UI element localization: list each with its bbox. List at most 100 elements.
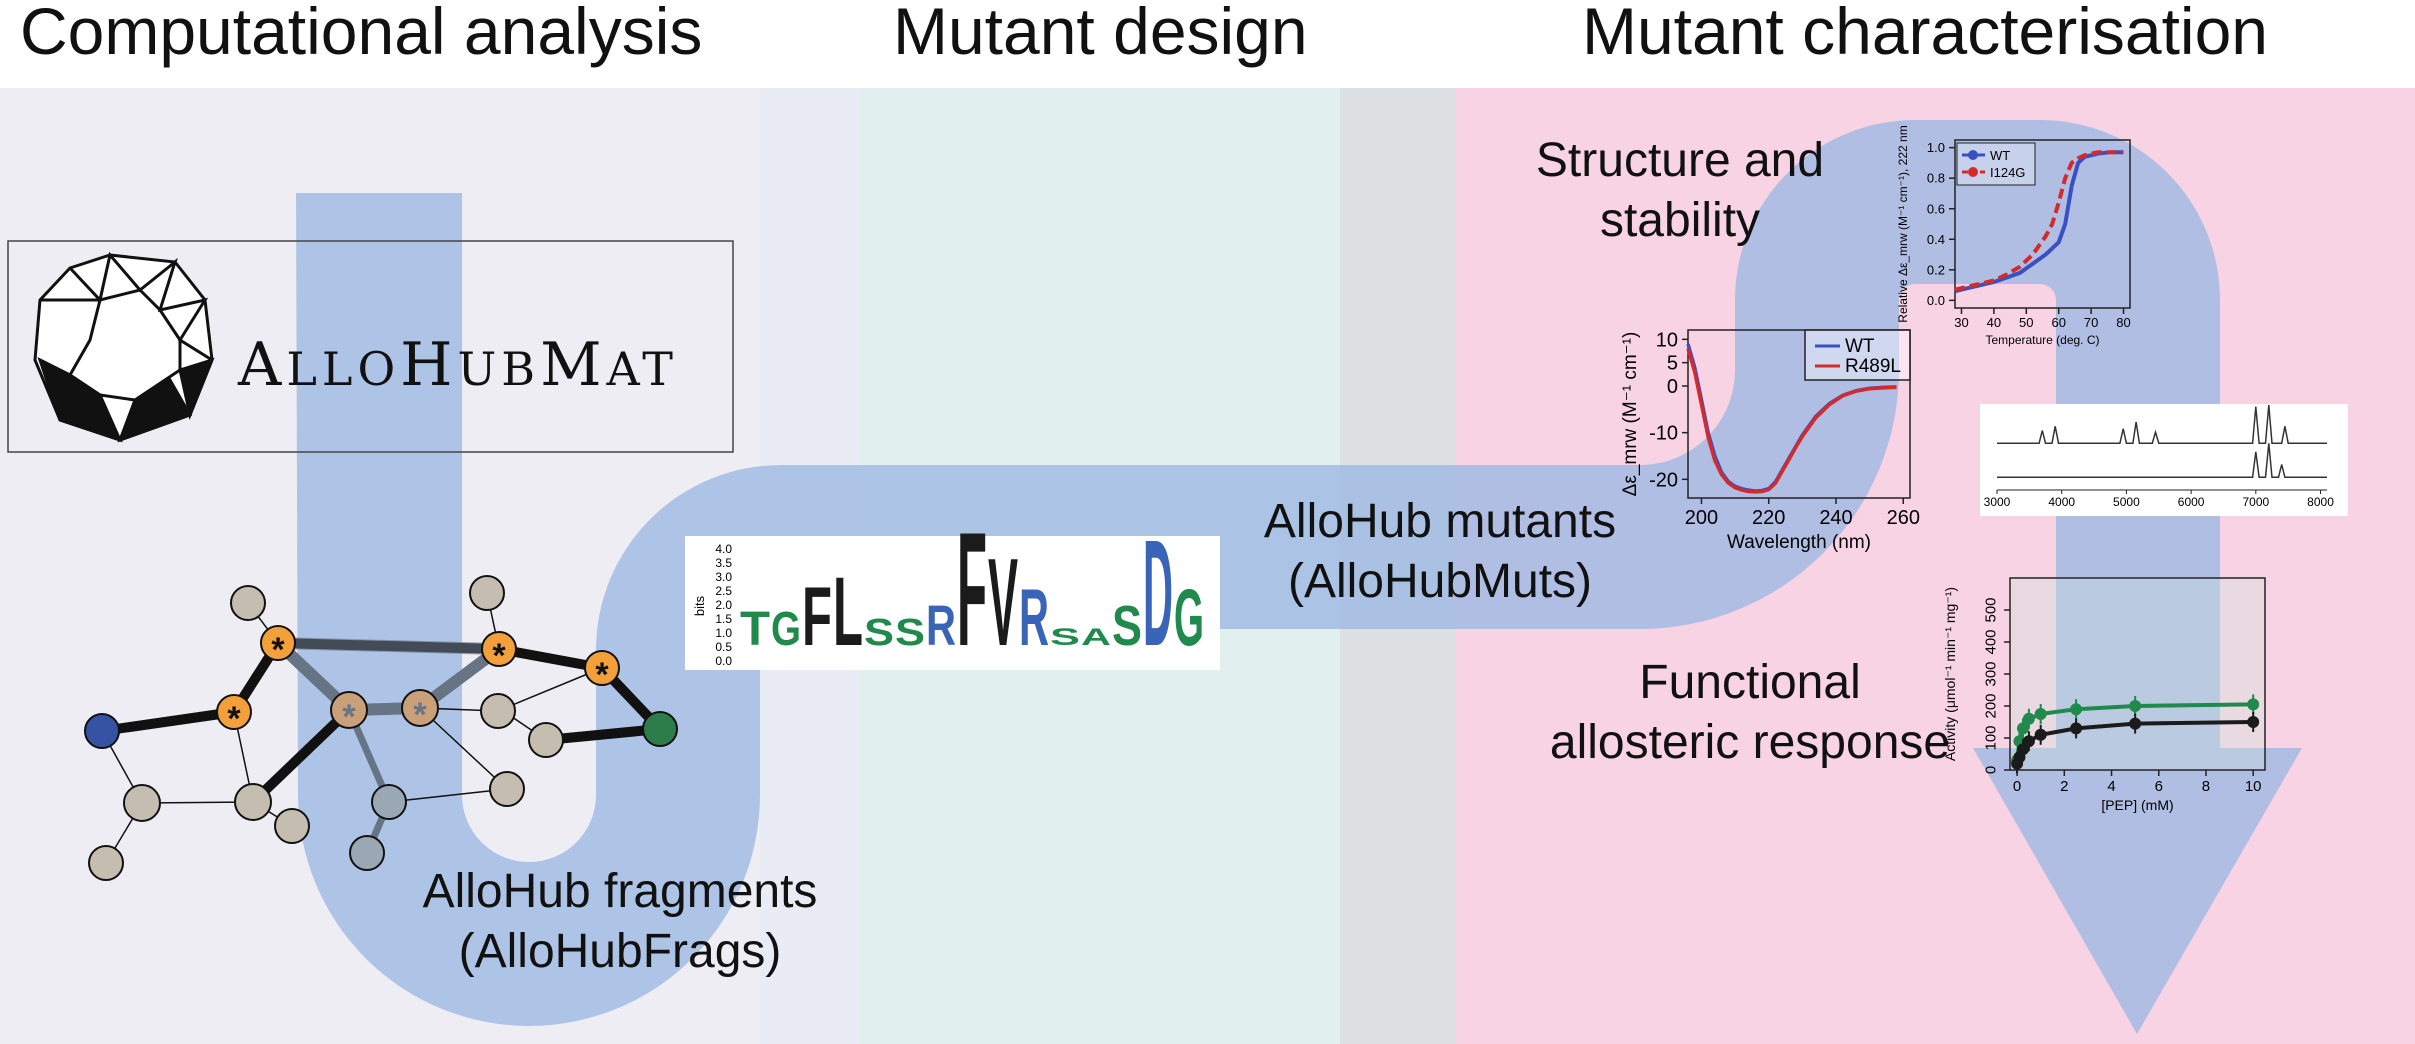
x-tick-label: 4 — [2107, 778, 2115, 795]
y-tick-label: 0.8 — [1927, 171, 1945, 186]
label-structure-stability: Structure and stability — [1525, 131, 1835, 251]
svg-text:*: * — [227, 700, 241, 738]
x-tick-label: 70 — [2084, 315, 2098, 330]
x-tick-label: 0 — [2013, 778, 2021, 795]
x-tick-label: 4000 — [2048, 495, 2075, 509]
y-tick-label: 100 — [1983, 725, 2000, 750]
nmr-trace — [1997, 443, 2327, 479]
data-point — [2022, 712, 2035, 725]
y-tick-label: 5 — [1667, 353, 1678, 375]
logo-ytick: 0.0 — [715, 654, 732, 668]
header-mutant-design: Mutant design — [893, 0, 1308, 68]
x-tick-label: 260 — [1887, 507, 1920, 529]
label-allohub-mutants: AlloHub mutants (AlloHubMuts) — [1245, 492, 1635, 612]
y-tick-label: 0.6 — [1927, 201, 1945, 216]
logo-letter: D — [1143, 509, 1173, 678]
logo-letter: S — [1112, 595, 1142, 658]
logo-letter: G — [1174, 573, 1204, 663]
logo-letter: R — [926, 595, 956, 658]
legend-box — [1804, 329, 1911, 381]
logo-ytick: 3.0 — [715, 570, 732, 584]
legend-box — [1956, 142, 2036, 186]
y-tick-label: 400 — [1983, 629, 2000, 654]
legend-label: R489L — [1845, 356, 1901, 377]
y-axis-label: Activity (μmol⁻¹ min⁻¹ mg⁻¹) — [1942, 587, 1958, 761]
data-point — [2034, 728, 2047, 741]
y-tick-label: 200 — [1983, 693, 2000, 718]
logo-letter: T — [740, 602, 770, 656]
logo-box — [7, 240, 734, 453]
nmr-spectrum-chart: 3000 4000 5000 6000 7000 8000 — [1980, 404, 2348, 516]
legend-marker — [1968, 150, 1978, 160]
series-line-r489l — [1686, 348, 1897, 494]
y-tick-label: 1.0 — [1927, 140, 1945, 155]
x-tick-label: 200 — [1685, 507, 1718, 529]
data-point — [2129, 700, 2142, 712]
x-tick-label: 7000 — [2242, 495, 2269, 509]
y-tick-label: -10 — [1649, 423, 1678, 445]
series-line-i124g — [1954, 150, 2124, 292]
data-point — [2247, 698, 2260, 711]
x-tick-label: 8 — [2202, 778, 2210, 795]
data-point — [2016, 722, 2029, 735]
data-point — [2034, 708, 2047, 720]
label-muts-line1: AlloHub mutants — [1263, 495, 1617, 548]
melt-legend: WT I124G — [1956, 142, 2036, 186]
y-tick-label: 0.4 — [1927, 232, 1945, 247]
label-structure-line1: Structure and — [1535, 134, 1825, 187]
x-tick-label: 6 — [2155, 778, 2163, 795]
label-functional-line1: Functional — [1639, 656, 1861, 709]
x-tick-label: 50 — [2019, 315, 2033, 330]
legend-label: WT — [1990, 148, 2010, 163]
logo-letter: L — [833, 557, 863, 666]
logo-ytick: 0.5 — [715, 640, 732, 654]
x-tick-label: 30 — [1954, 315, 1968, 330]
pipeline-arrow — [296, 120, 2302, 1034]
header-mutant-characterisation: Mutant characterisation — [1582, 0, 2269, 68]
label-functional-response: Functional allosteric response — [1530, 653, 1970, 773]
y-tick-label: 0 — [1667, 376, 1678, 398]
label-functional-line2: allosteric response — [1549, 716, 1951, 769]
x-tick-label: 240 — [1819, 507, 1852, 529]
plot-frame — [1687, 329, 1911, 499]
x-tick-label: 80 — [2116, 315, 2130, 330]
y-tick-label: -20 — [1649, 469, 1678, 491]
x-tick-label: 3000 — [1984, 495, 2011, 509]
svg-text:*: * — [413, 696, 427, 734]
legend-label: WT — [1845, 336, 1875, 357]
logo-ytick: 3.5 — [715, 556, 732, 570]
label-frags-line1: AlloHub fragments — [422, 865, 818, 918]
svg-text:*: * — [271, 631, 285, 669]
logo-letter: A — [1081, 624, 1111, 651]
logo-ytick: 4.0 — [715, 542, 732, 556]
svg-text:*: * — [492, 637, 506, 675]
logo-letter: F — [957, 499, 987, 680]
nmr-trace — [1997, 404, 2327, 445]
x-tick-label: 220 — [1752, 507, 1785, 529]
header-computational-analysis: Computational analysis — [20, 0, 703, 68]
allohubmat-wordmark: ALLOHUBMAT — [238, 330, 678, 400]
x-axis-label: [PEP] (mM) — [2101, 797, 2173, 813]
label-structure-line2: stability — [1599, 194, 1761, 247]
data-point — [2129, 717, 2142, 730]
y-tick-label: 500 — [1983, 597, 2000, 622]
data-point — [2070, 722, 2083, 735]
logo-ytick: 2.5 — [715, 584, 732, 598]
svg-text:*: * — [595, 656, 609, 694]
x-axis-label: Wavelength (nm) — [1727, 532, 1871, 553]
logo-letter: F — [802, 569, 832, 663]
logo-letter: S — [1050, 624, 1080, 651]
logo-ytick: 1.0 — [715, 626, 732, 640]
logo-ylabel: bits — [692, 595, 707, 616]
x-tick-label: 5000 — [2113, 495, 2140, 509]
logo-letter: G — [771, 602, 801, 656]
y-tick-label: 10 — [1656, 329, 1678, 351]
geodesic-sphere-icon — [33, 251, 215, 443]
thermal-melt-chart: 30 40 50 60 70 80 0.0 0.2 0.4 0.6 0.8 1.0 Temperatur… — [1896, 125, 2131, 347]
y-tick-label: 300 — [1983, 661, 2000, 686]
data-point — [2022, 735, 2035, 748]
